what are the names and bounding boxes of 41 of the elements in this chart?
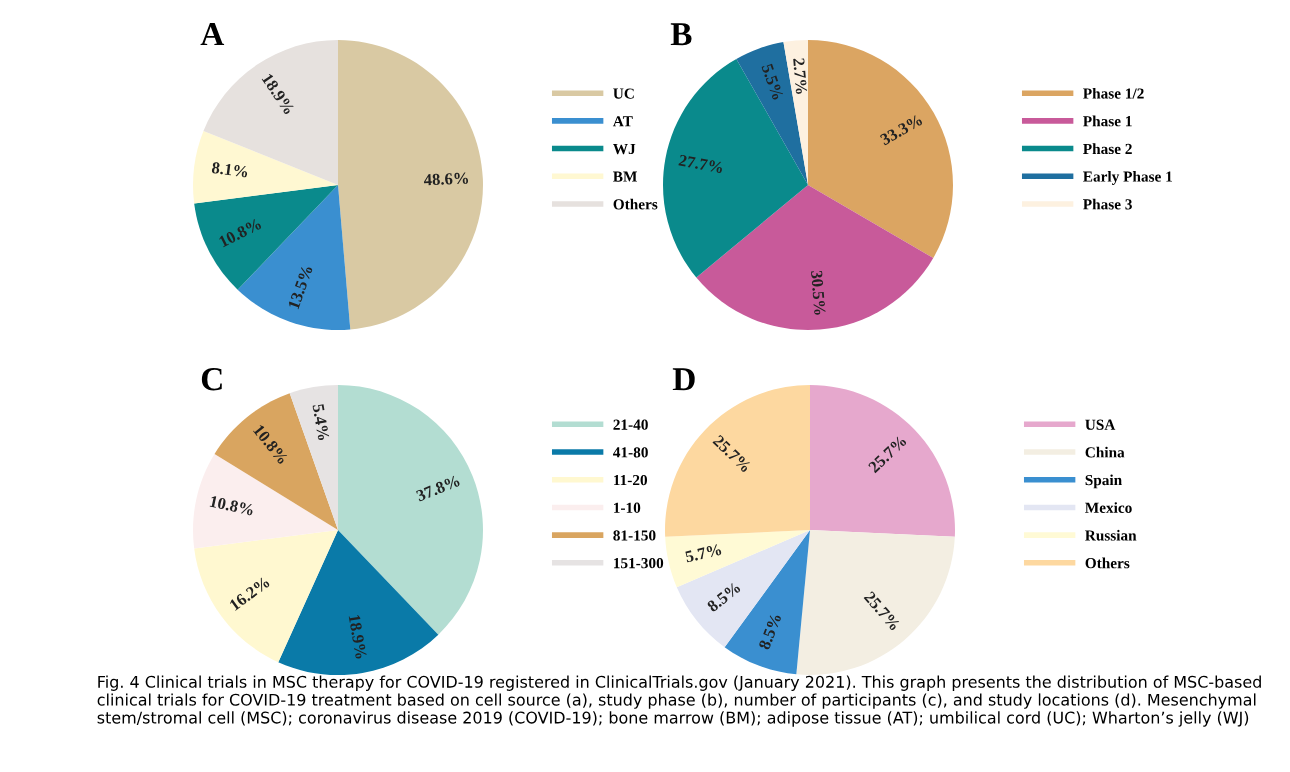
legend-label: UC [613,88,634,99]
legend-label: BM [613,171,637,182]
data-label: 5.4% [312,403,330,441]
data-label: 48.6% [423,172,469,186]
legend-label: 1-10 [614,502,641,513]
data-label: 5.5% [761,63,784,101]
legend-label: Phase 1 [1083,115,1132,127]
data-label: 2.7% [793,58,808,95]
legend-label: Phase 1/2 [1083,87,1144,99]
legend-label: AT [612,116,633,127]
chart-title: A [200,23,225,46]
data-label: 37.8% [415,474,461,502]
legend-label: Others [1085,557,1130,569]
data-label: 8.5% [758,613,782,651]
legend-label: Others [613,198,658,210]
legend-label: Spain [1085,474,1122,489]
legend-label: 21-40 [613,419,648,430]
legend-label: Phase 2 [1083,143,1132,155]
legend-label: China [1085,446,1125,458]
legend-label: Russian [1085,529,1137,541]
chart-title: B [670,23,692,46]
legend-label: 81-150 [613,530,656,541]
legend-label: USA [1085,419,1116,430]
legend-label: Early Phase 1 [1083,171,1172,185]
legend-label: 11-20 [614,474,648,486]
legend-label: Mexico [1085,502,1132,513]
data-label: 10.8% [209,495,255,516]
chart-title: D [672,368,695,391]
legend-label: Phase 3 [1083,198,1132,210]
chart-title: C [201,368,222,391]
data-label: 5.7% [684,543,722,563]
data-label: 13.5% [287,265,313,310]
data-label: 8.1% [211,161,249,178]
data-label: 27.7% [678,154,724,174]
legend-label: 151-300 [614,558,664,569]
data-label: 18.9% [348,614,367,659]
legend-label: 41-80 [613,447,648,458]
data-label: 30.5% [810,270,826,316]
data-label: 10.8% [218,218,262,248]
caption: Fig. 4 Clinical trials in MSC therapy for COVID-19 registered in ClinicalTrials.gov (January 2021). This graph presents the distribution of MSC-based clinical trials for COVID-19 treatment based on cell source (a), study phase (b), number of participants (c), and study locations (d). Mesenchymal stem/stromal cell (MSC); coronavirus disease 2019 (COVID-19); bone marrow (BM); adipose tissue (AT); umbilical cord (UC); Wharton’s jelly (WJ) [97,675,1261,727]
legend-label: WJ [613,143,636,155]
